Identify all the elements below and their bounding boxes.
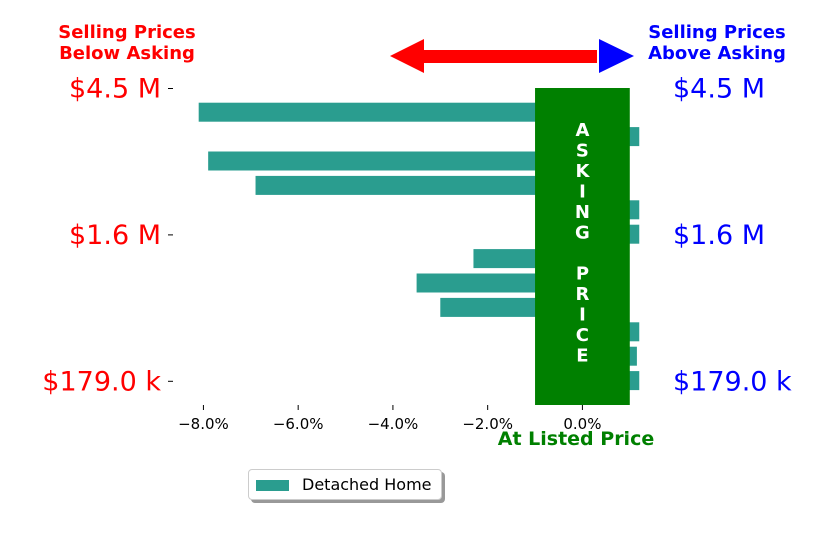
x-tick-label: −8.0% [178, 415, 229, 433]
asking-letter: R [575, 284, 589, 305]
arrow-right-icon [599, 39, 634, 73]
asking-letter: K [575, 161, 590, 182]
below-asking-label: Selling Prices [58, 22, 195, 43]
asking-box-rect [535, 88, 630, 405]
asking-letter: I [579, 182, 586, 203]
asking-letter: A [575, 120, 589, 141]
x-tick-label: −2.0% [462, 415, 513, 433]
above-asking-label: Selling Prices [648, 22, 785, 43]
x-tick-label: −6.0% [273, 415, 324, 433]
asking-letter: P [576, 264, 589, 285]
legend-label: Detached Home [302, 475, 432, 494]
above-asking-label: Above Asking [648, 43, 786, 64]
y-tick-label-left: $179.0 k [42, 366, 161, 397]
y-tick-label-left: $4.5 M [69, 74, 161, 105]
bar-0 [198, 102, 583, 122]
y-tick-label-right: $179.0 k [673, 366, 792, 397]
asking-letter: S [576, 141, 589, 162]
legend-swatch [256, 480, 289, 491]
y-tick-label-right: $4.5 M [673, 74, 765, 105]
asking-letter: E [576, 346, 588, 367]
y-tick-label-left: $1.6 M [69, 220, 161, 251]
x-tick-label: −4.0% [368, 415, 419, 433]
asking-letter: N [575, 202, 590, 223]
x-axis: −8.0% −6.0% −4.0% −2.0% 0.0% [178, 405, 601, 433]
asking-letter: I [579, 305, 586, 326]
arrow-left-icon [390, 39, 597, 73]
bar-2 [208, 151, 583, 171]
at-listed-price-label: At Listed Price [498, 428, 654, 450]
bar-3 [255, 175, 583, 195]
legend: Detached Home [248, 469, 442, 500]
below-asking-label: Below Asking [59, 43, 195, 64]
asking-letter: G [575, 223, 590, 244]
asking-letter: C [576, 325, 589, 346]
x-tick-label: 0.0% [563, 415, 601, 433]
y-tick-label-right: $1.6 M [673, 220, 765, 251]
y-axis: $4.5 M $4.5 M $1.6 M $1.6 M $179.0 k $179.0 k [42, 74, 792, 398]
